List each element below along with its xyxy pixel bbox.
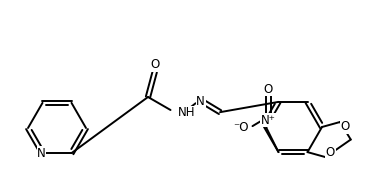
Text: NH: NH <box>178 107 195 120</box>
Text: ⁻O: ⁻O <box>233 121 248 134</box>
Text: O: O <box>326 146 335 159</box>
Text: O: O <box>340 120 350 133</box>
Text: N: N <box>196 95 205 108</box>
Text: O: O <box>150 58 159 71</box>
Text: N⁺: N⁺ <box>261 114 276 127</box>
Text: N: N <box>37 147 46 160</box>
Text: O: O <box>264 83 273 96</box>
